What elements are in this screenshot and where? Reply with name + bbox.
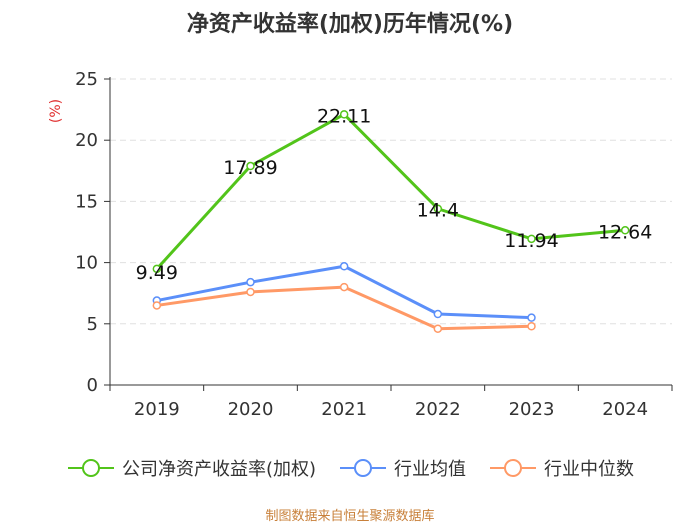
legend-line-circle-icon	[490, 459, 537, 477]
data-point	[527, 313, 536, 322]
data-point	[527, 321, 536, 331]
x-tick-label: 2023	[509, 399, 555, 420]
y-tick-label: 25	[75, 69, 98, 90]
data-point	[339, 282, 349, 292]
data-point	[152, 264, 162, 274]
data-point	[246, 161, 255, 171]
data-label: 17.89	[223, 157, 277, 179]
axes: 0 5 10 15 20 25 2019 2020 2021 2022 2023 2024 (%)	[48, 69, 673, 420]
data-label: 12.64	[598, 221, 652, 243]
y-tick-label: 15	[75, 191, 98, 212]
data-point	[246, 287, 255, 297]
data-labels: 9.49 17.89 22.11 14.4 11.94 12.64	[136, 105, 653, 283]
series	[152, 110, 630, 333]
x-tick-label: 2020	[228, 399, 274, 420]
legend-label: 行业中位数	[544, 459, 635, 480]
data-point	[339, 110, 349, 119]
x-tick-label: 2021	[321, 399, 367, 420]
y-tick-label: 0	[87, 375, 98, 396]
legend-line-circle-icon	[340, 459, 387, 477]
y-axis-label: (%)	[48, 99, 64, 123]
data-point	[246, 277, 255, 287]
data-point	[620, 226, 630, 235]
series-line-1	[156, 264, 532, 320]
chart-title: 净资产收益率(加权)历年情况(%)	[186, 12, 514, 37]
y-tick-label: 10	[75, 253, 98, 274]
series-line-2	[156, 285, 532, 331]
series-line-0	[155, 112, 626, 270]
data-point	[433, 309, 443, 319]
legend-item[interactable]: 行业中位数	[488, 455, 634, 481]
data-point	[152, 301, 162, 310]
grid-lines	[110, 78, 672, 325]
x-tick-label: 2019	[134, 399, 180, 420]
data-label: 14.4	[417, 200, 459, 222]
data-point	[527, 234, 536, 244]
y-tick-label: 20	[75, 130, 98, 151]
x-tick-label: 2024	[602, 399, 648, 420]
data-point	[339, 262, 349, 271]
data-point	[433, 324, 443, 333]
legend: 公司净资产收益率(加权) 行业均值 行业中位数	[0, 455, 700, 481]
data-point	[433, 204, 443, 213]
data-label: 22.11	[317, 105, 371, 127]
legend-item[interactable]: 公司净资产收益率(加权)	[66, 455, 316, 481]
legend-label: 公司净资产收益率(加权)	[121, 459, 317, 480]
source-note: 制图数据来自恒生聚源数据库	[265, 509, 435, 524]
legend-item[interactable]: 行业均值	[338, 455, 466, 481]
y-tick-label: 5	[87, 314, 98, 335]
x-tick-label: 2022	[415, 399, 461, 420]
data-label: 11.94	[504, 230, 558, 252]
legend-line-circle-icon	[67, 459, 114, 477]
data-label: 9.49	[136, 262, 178, 284]
legend-label: 行业均值	[394, 459, 467, 480]
